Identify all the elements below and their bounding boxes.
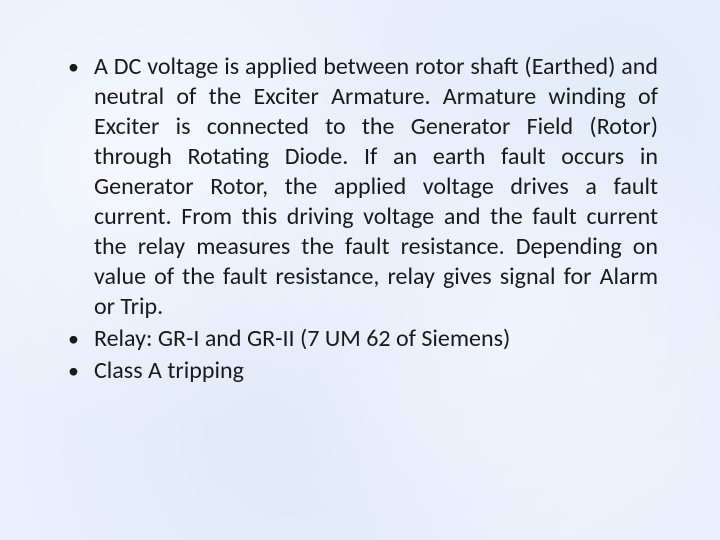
list-item: A DC voltage is applied between rotor sh… <box>62 52 658 322</box>
list-item: Class A tripping <box>62 356 658 386</box>
bullet-text: Relay: GR-I and GR-II (7 UM 62 of Siemen… <box>94 324 658 354</box>
bullet-text: Class A tripping <box>94 356 658 386</box>
bullet-list: A DC voltage is applied between rotor sh… <box>62 52 658 386</box>
list-item: Relay: GR-I and GR-II (7 UM 62 of Siemen… <box>62 324 658 354</box>
slide-content: A DC voltage is applied between rotor sh… <box>0 0 720 386</box>
bullet-text: A DC voltage is applied between rotor sh… <box>94 52 658 322</box>
